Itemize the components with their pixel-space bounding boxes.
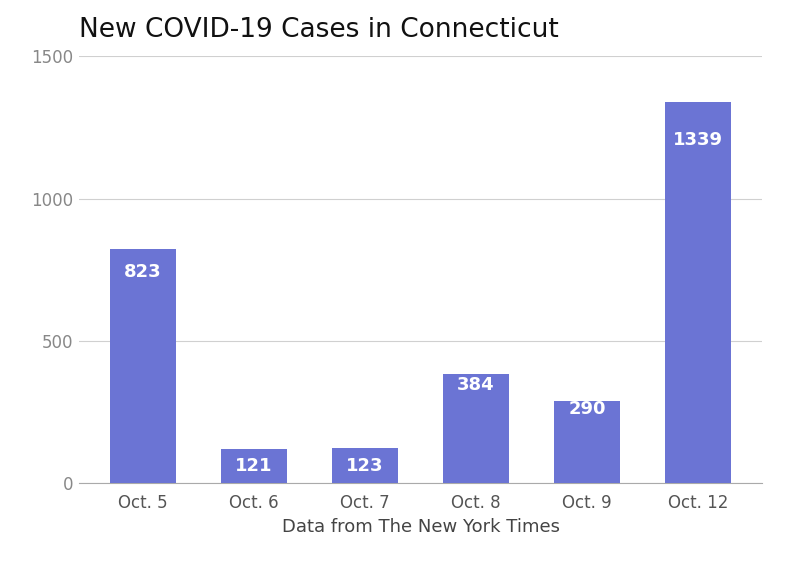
- Text: New COVID-19 Cases in Connecticut: New COVID-19 Cases in Connecticut: [79, 17, 558, 43]
- X-axis label: Data from The New York Times: Data from The New York Times: [281, 518, 560, 536]
- Bar: [332, 448, 399, 483]
- Text: 121: 121: [235, 457, 273, 475]
- Bar: [665, 102, 731, 483]
- Bar: [443, 374, 509, 483]
- Bar: [110, 249, 176, 483]
- Bar: [221, 449, 288, 483]
- Text: 290: 290: [568, 400, 606, 418]
- Bar: [553, 401, 620, 483]
- Text: 384: 384: [457, 376, 495, 394]
- Text: 123: 123: [347, 457, 384, 475]
- Text: 823: 823: [124, 264, 162, 282]
- Text: 1339: 1339: [673, 131, 723, 149]
